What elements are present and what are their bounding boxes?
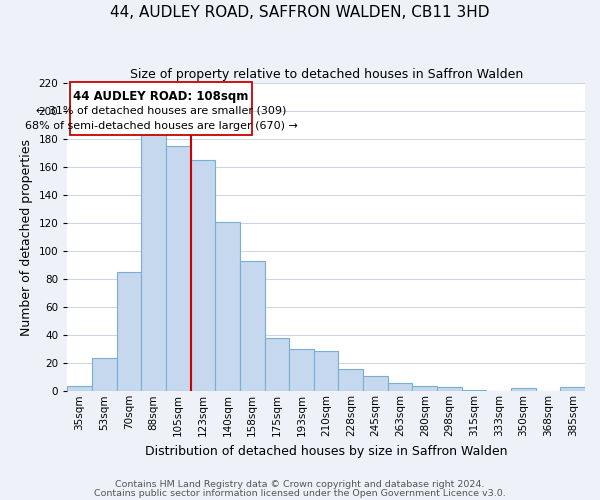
Bar [560,387,585,392]
Bar [388,383,412,392]
Bar [437,387,462,392]
Text: 68% of semi-detached houses are larger (670) →: 68% of semi-detached houses are larger (… [25,121,298,131]
Text: ← 31% of detached houses are smaller (309): ← 31% of detached houses are smaller (30… [36,106,286,116]
Bar [462,390,487,392]
Bar [338,369,363,392]
Text: Contains public sector information licensed under the Open Government Licence v3: Contains public sector information licen… [94,489,506,498]
Bar [265,338,289,392]
Bar [116,272,141,392]
Bar [141,134,166,392]
Bar [67,386,92,392]
Text: Contains HM Land Registry data © Crown copyright and database right 2024.: Contains HM Land Registry data © Crown c… [115,480,485,489]
Bar [314,350,338,392]
Bar [215,222,240,392]
Bar [92,358,116,392]
Text: 44 AUDLEY ROAD: 108sqm: 44 AUDLEY ROAD: 108sqm [73,90,248,103]
Bar [191,160,215,392]
X-axis label: Distribution of detached houses by size in Saffron Walden: Distribution of detached houses by size … [145,444,508,458]
Bar [412,386,437,392]
Bar [289,349,314,392]
Text: 44, AUDLEY ROAD, SAFFRON WALDEN, CB11 3HD: 44, AUDLEY ROAD, SAFFRON WALDEN, CB11 3H… [110,5,490,20]
Bar [363,376,388,392]
Title: Size of property relative to detached houses in Saffron Walden: Size of property relative to detached ho… [130,68,523,80]
Bar [70,82,252,135]
Bar [240,261,265,392]
Bar [166,146,191,392]
Bar [511,388,536,392]
Y-axis label: Number of detached properties: Number of detached properties [20,138,33,336]
